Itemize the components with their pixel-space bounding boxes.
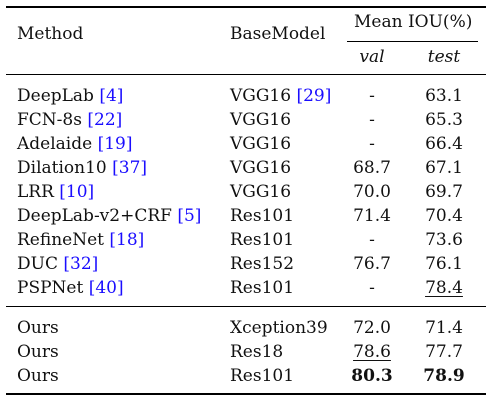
ours-test-cell: 71.4 [425, 318, 463, 338]
basemodel-cell: Res152 [230, 254, 294, 274]
test-cell: 65.3 [425, 110, 463, 130]
ours-test-cell: 77.7 [425, 342, 463, 362]
val-cell: 71.4 [353, 206, 391, 226]
basemodel-cell: Res101 [230, 230, 294, 250]
basemodel-name: Res152 [230, 254, 295, 274]
basemodel-cell: VGG16 [29] [230, 86, 331, 106]
method-citation: [5] [177, 206, 202, 226]
header-method: Method [17, 24, 84, 44]
basemodel-cell: VGG16 [230, 158, 291, 178]
test-cell: 69.7 [425, 182, 463, 202]
method-citation: [10] [59, 182, 95, 202]
header-test: test [427, 47, 461, 67]
method-cell: DeepLab [4] [17, 86, 123, 106]
header-rule [6, 74, 486, 75]
val-cell: - [369, 86, 375, 106]
method-cell: LRR [10] [17, 182, 94, 202]
method-citation: [32] [63, 254, 99, 274]
basemodel-cell: VGG16 [230, 182, 291, 202]
basemodel-name: Res101 [230, 278, 295, 298]
top-rule [6, 6, 486, 8]
ours-method-cell: Ours [17, 342, 59, 362]
method-citation: [22] [87, 110, 123, 130]
method-name: PSPNet [17, 278, 84, 298]
method-cell: Adelaide [19] [17, 134, 132, 154]
basemodel-name: VGG16 [230, 110, 292, 130]
method-cell: Dilation10 [37] [17, 158, 147, 178]
mean-iou-cmidrule [347, 41, 478, 42]
method-citation: [4] [99, 86, 124, 106]
method-name: Adelaide [17, 134, 93, 154]
ours-val-cell: 80.3 [351, 366, 393, 386]
test-cell: 66.4 [425, 134, 463, 154]
ours-method-cell: Ours [17, 318, 59, 338]
method-name: DeepLab-v2+CRF [17, 206, 172, 226]
method-name: FCN-8s [17, 110, 82, 130]
ours-val-cell: 72.0 [353, 318, 391, 338]
basemodel-cell: Res101 [230, 206, 294, 226]
ours-basemodel-cell: Xception39 [230, 318, 328, 338]
ours-method-cell: Ours [17, 366, 59, 386]
method-cell: PSPNet [40] [17, 278, 124, 298]
header-mean-iou: Mean IOU(%) [354, 12, 473, 32]
method-name: Dilation10 [17, 158, 107, 178]
val-cell: - [369, 278, 375, 298]
basemodel-name: VGG16 [230, 158, 292, 178]
test-cell: 63.1 [425, 86, 463, 106]
method-citation: [40] [88, 278, 124, 298]
header-val: val [359, 47, 385, 67]
method-name: RefineNet [17, 230, 104, 250]
test-cell: 70.4 [425, 206, 463, 226]
test-cell: 67.1 [425, 158, 463, 178]
val-cell: 76.7 [353, 254, 391, 274]
basemodel-cell: VGG16 [230, 110, 291, 130]
method-cell: DeepLab-v2+CRF [5] [17, 206, 201, 226]
val-cell: 68.7 [353, 158, 391, 178]
method-cell: RefineNet [18] [17, 230, 144, 250]
basemodel-name: VGG16 [230, 134, 292, 154]
val-cell: 70.0 [353, 182, 391, 202]
method-name: DUC [17, 254, 58, 274]
ours-basemodel-cell: Res101 [230, 366, 295, 386]
method-name: LRR [17, 182, 54, 202]
bottom-rule [6, 393, 486, 395]
method-name: DeepLab [17, 86, 94, 106]
basemodel-name: VGG16 [230, 182, 292, 202]
ours-val-cell: 78.6 [353, 342, 391, 362]
test-cell: 76.1 [425, 254, 463, 274]
method-citation: [18] [109, 230, 145, 250]
group-rule [6, 306, 486, 307]
basemodel-citation: [29] [296, 86, 332, 106]
method-cell: DUC [32] [17, 254, 98, 274]
basemodel-name: Res101 [230, 206, 295, 226]
basemodel-name: Res101 [230, 230, 295, 250]
method-cell: FCN-8s [22] [17, 110, 122, 130]
basemodel-name: VGG16 [230, 86, 292, 106]
ours-basemodel-cell: Res18 [230, 342, 284, 362]
val-cell: - [369, 134, 375, 154]
val-cell: - [369, 230, 375, 250]
test-cell: 78.4 [425, 278, 463, 298]
header-basemodel: BaseModel [230, 24, 326, 44]
val-cell: - [369, 110, 375, 130]
basemodel-cell: Res101 [230, 278, 294, 298]
method-citation: [19] [97, 134, 133, 154]
ours-test-cell: 78.9 [423, 366, 465, 386]
basemodel-cell: VGG16 [230, 134, 291, 154]
test-cell: 73.6 [425, 230, 463, 250]
method-citation: [37] [112, 158, 148, 178]
